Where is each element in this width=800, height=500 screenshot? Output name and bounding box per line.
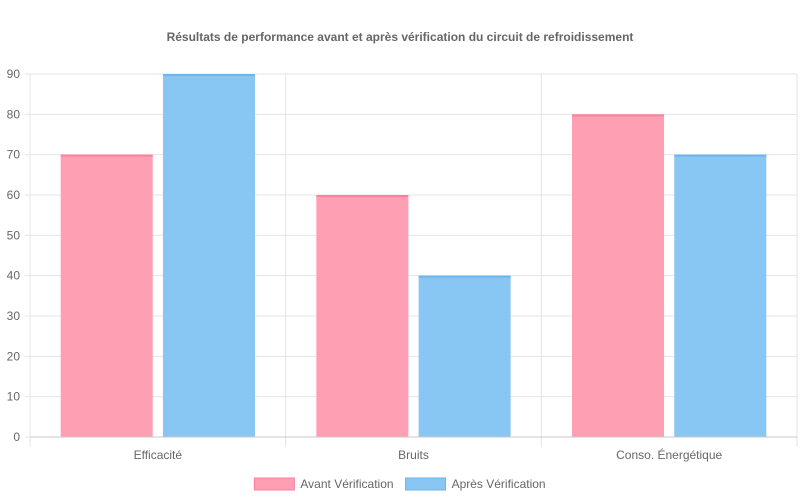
y-tick-label: 90 (7, 67, 21, 81)
bars (60, 74, 767, 437)
grid-lines (25, 73, 798, 447)
y-tick-label: 30 (7, 309, 21, 323)
y-tick-label: 60 (7, 188, 21, 202)
axes (29, 74, 797, 438)
y-tick-label: 0 (13, 430, 20, 444)
bar-0-1[interactable] (162, 74, 255, 437)
legend-label: Avant Vérification (300, 477, 393, 491)
x-tick-label: Efficacité (134, 448, 183, 462)
legend-swatch (405, 477, 447, 491)
legend[interactable]: Avant Vérification Après Vérification (253, 477, 546, 491)
y-tick-labels: 0 10 20 30 40 50 60 70 80 90 (7, 67, 21, 444)
y-tick-label: 70 (7, 148, 21, 162)
bar-0-0[interactable] (60, 154, 153, 437)
bar-1-1[interactable] (418, 275, 511, 437)
legend-item[interactable]: Après Vérification (405, 477, 546, 491)
bar-2-1[interactable] (674, 154, 767, 437)
x-tick-labels: Efficacité Bruits Conso. Énergétique (134, 447, 723, 462)
y-tick-label: 40 (7, 269, 21, 283)
chart-title: Résultats de performance avant et après … (167, 30, 634, 44)
y-tick-label: 50 (7, 228, 21, 242)
legend-item[interactable]: Avant Vérification (253, 477, 394, 491)
bar-2-0[interactable] (572, 114, 665, 437)
x-tick-label: Bruits (398, 448, 429, 462)
y-tick-label: 10 (7, 390, 21, 404)
legend-label: Après Vérification (452, 477, 546, 491)
y-tick-label: 20 (7, 349, 21, 363)
x-tick-label: Conso. Énergétique (616, 447, 722, 462)
bar-1-0[interactable] (316, 195, 409, 437)
legend-swatch (253, 477, 295, 491)
y-tick-label: 80 (7, 107, 21, 121)
